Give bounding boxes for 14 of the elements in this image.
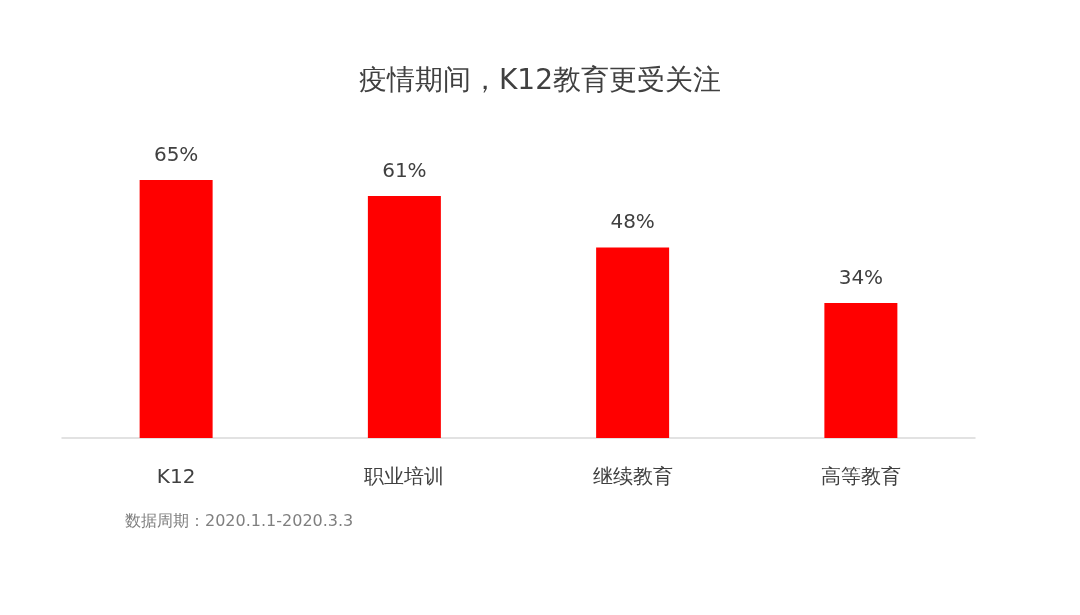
x-tick-label: 继续教育 <box>592 464 673 488</box>
bar <box>367 195 441 438</box>
text: 数据周期：2020.1.1-2020.3.3 <box>125 510 354 530</box>
data-label: 34% <box>838 265 884 290</box>
chart-title: 疫情期间，K12教育更受关注 <box>359 62 721 96</box>
bar <box>824 303 898 438</box>
bar <box>596 247 670 438</box>
data-label: 65% <box>153 142 199 166</box>
bar <box>139 180 213 438</box>
x-tick-label: 职业培训 <box>364 464 445 488</box>
x-tick-label: 高等教育 <box>820 464 901 488</box>
x-tick-label: K12 <box>156 464 196 488</box>
data-label: 61% <box>382 157 427 182</box>
data-label: 48% <box>610 209 655 234</box>
